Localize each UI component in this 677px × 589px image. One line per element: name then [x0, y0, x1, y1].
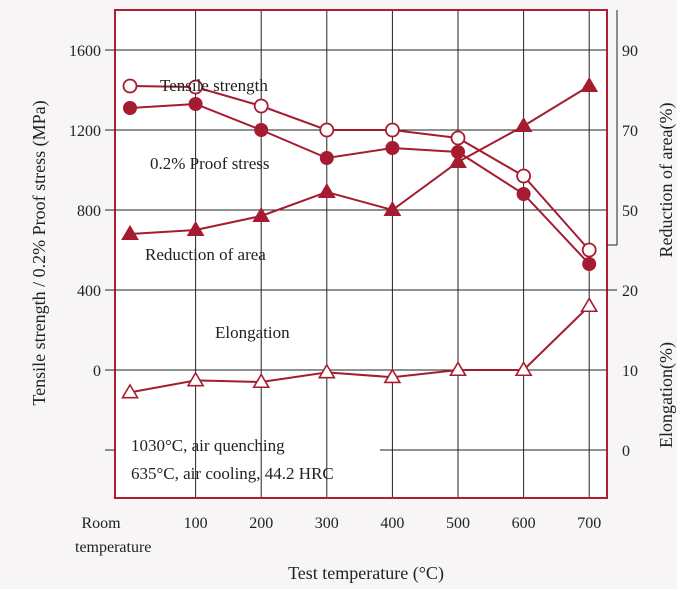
data-point-reduction-of-area: [514, 116, 533, 133]
plot-frame: [114, 9, 608, 499]
data-point-0-2-proof-stress: [123, 101, 137, 115]
data-point-elongation: [449, 360, 467, 377]
data-point-0-2-proof-stress: [254, 123, 269, 137]
x-tick-label: 300: [315, 515, 339, 532]
data-point-elongation: [121, 383, 139, 399]
data-point-elongation: [383, 368, 402, 384]
data-point-elongation: [514, 360, 533, 377]
data-point-0-2-proof-stress: [188, 97, 203, 111]
label-reduction-of-area: Reduction of area: [145, 245, 266, 264]
data-point-tensile-strength: [188, 79, 204, 95]
y-axis-right-bottom-label: Elongation(%): [656, 342, 677, 448]
x-tick-label: 600: [512, 515, 536, 532]
data-point-reduction-of-area: [383, 200, 402, 217]
data-point-0-2-proof-stress: [319, 151, 334, 165]
data-point-reduction-of-area: [449, 152, 467, 169]
y-right-top-tick-label: 20: [622, 283, 638, 300]
data-point-tensile-strength: [319, 122, 335, 138]
data-point-elongation: [252, 372, 271, 389]
y-left-tick-label: 800: [77, 203, 101, 220]
label-tensile-strength: Tensile strength: [160, 76, 268, 95]
label-proof-stress: 0.2% Proof stress: [150, 154, 269, 173]
x-axis-label: Test temperature (°C): [288, 563, 444, 584]
data-point-elongation: [580, 296, 599, 313]
label-elongation: Elongation: [215, 323, 290, 342]
y-left-tick-label: 1600: [69, 43, 101, 60]
series-lines: [129, 85, 590, 394]
series-marks: [121, 76, 599, 399]
x-tick-label: 500: [446, 515, 470, 532]
data-point-reduction-of-area: [317, 182, 336, 199]
y-axis-right-top-label: Reduction of area(%): [656, 103, 677, 258]
series-line-tensile-strength: [129, 85, 590, 251]
y-right-bottom-tick-label: 0: [622, 443, 630, 460]
y-axis-left-label: Tensile strength / 0.2% Proof stress (MP…: [29, 100, 50, 405]
data-point-reduction-of-area: [252, 206, 271, 223]
data-point-elongation: [186, 371, 205, 387]
data-point-elongation: [317, 363, 336, 379]
x-tick-label: 100: [184, 515, 208, 532]
annotation-line-2: 635°C, air cooling, 44.2 HRC: [131, 464, 334, 483]
y-left-tick-label: 1200: [69, 123, 101, 140]
data-point-reduction-of-area: [121, 224, 139, 241]
x-tick-label: 200: [249, 515, 273, 532]
data-point-tensile-strength: [450, 130, 466, 146]
data-point-0-2-proof-stress: [516, 187, 531, 201]
annotation-line-1: 1030°C, air quenching: [131, 436, 285, 455]
data-point-reduction-of-area: [186, 220, 205, 237]
series-line-elongation: [129, 305, 590, 394]
y-left-tick-label: 400: [77, 283, 101, 300]
data-point-tensile-strength: [581, 242, 597, 258]
data-point-tensile-strength: [384, 122, 400, 138]
x-tick-label: 700: [577, 515, 601, 532]
y-right-top-tick-label: 90: [622, 43, 638, 60]
y-right-bottom-tick-label: 10: [622, 363, 638, 380]
data-point-tensile-strength: [122, 78, 138, 94]
x-tick-label: 400: [380, 515, 404, 532]
y-left-tick-label: 0: [93, 363, 101, 380]
y-right-top-tick-label: 70: [622, 123, 638, 140]
data-point-tensile-strength: [516, 168, 531, 184]
x-tick-sublabel: temperature: [75, 539, 151, 556]
x-tick-label: Room: [81, 515, 121, 532]
data-point-0-2-proof-stress: [582, 257, 597, 271]
data-point-reduction-of-area: [580, 76, 599, 93]
y-right-top-tick-label: 50: [622, 203, 638, 220]
series-line-reduction-of-area: [129, 85, 590, 235]
data-point-tensile-strength: [253, 98, 269, 114]
series-line-0-2-proof-stress: [129, 102, 590, 265]
data-point-0-2-proof-stress: [385, 141, 400, 155]
